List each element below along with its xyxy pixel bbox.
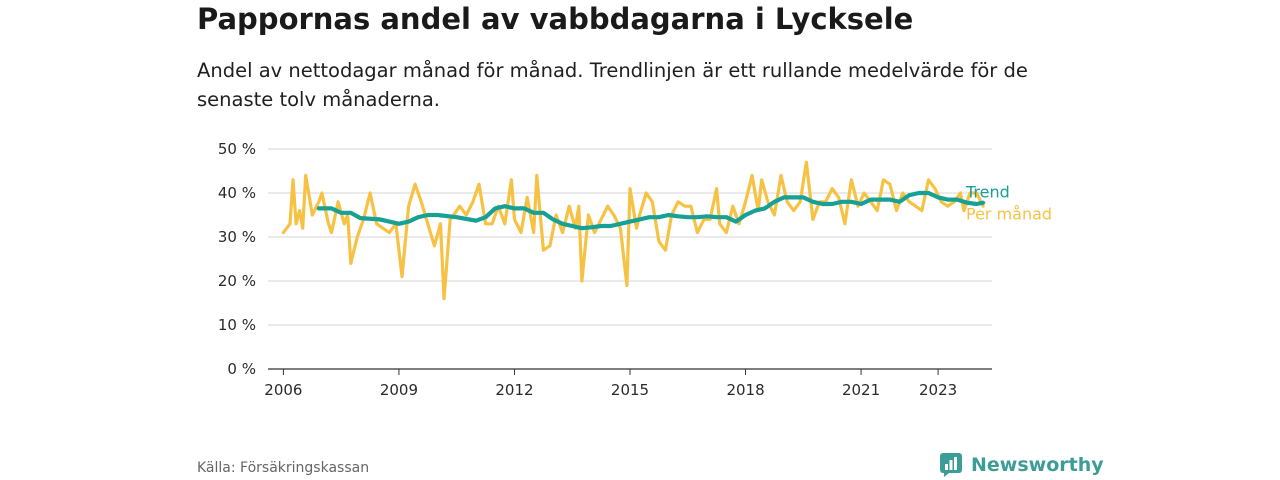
y-tick-label: 30 % (218, 228, 256, 246)
y-tick-label: 50 % (218, 140, 256, 158)
y-tick-label: 0 % (227, 360, 256, 378)
source-note: Källa: Försäkringskassan (197, 460, 370, 476)
series-lines (281, 160, 986, 301)
x-axis: 2006 2009 2012 2015 2018 2021 2023 (264, 369, 957, 399)
x-tick-label: 2012 (495, 381, 533, 399)
x-tick-label: 2015 (611, 381, 649, 399)
chart-subtitle: Andel av nettodagar månad för månad. Tre… (197, 59, 1028, 111)
y-tick-label: 40 % (218, 184, 256, 202)
series-line-trend (316, 190, 986, 231)
y-axis: 0 % 10 % 20 % 30 % 40 % 50 % (218, 140, 256, 378)
x-tick-label: 2006 (264, 381, 302, 399)
x-tick-label: 2009 (380, 381, 418, 399)
series-line-per-manad (281, 160, 985, 301)
x-tick-label: 2021 (842, 381, 880, 399)
y-tick-label: 10 % (218, 316, 256, 334)
brand-name: Newsworthy (971, 454, 1104, 476)
legend-label-per-manad: Per månad (966, 205, 1052, 224)
y-tick-label: 20 % (218, 272, 256, 290)
inline-legend: Trend Per månad (965, 183, 1052, 224)
chart-title: Pappornas andel av vabbdagarna i Lycksel… (197, 2, 914, 36)
x-tick-label: 2023 (919, 381, 957, 399)
newsworthy-logo-icon (940, 453, 962, 477)
brand[interactable]: Newsworthy (939, 451, 1104, 479)
x-tick-label: 2018 (726, 381, 764, 399)
legend-label-trend: Trend (965, 183, 1010, 202)
